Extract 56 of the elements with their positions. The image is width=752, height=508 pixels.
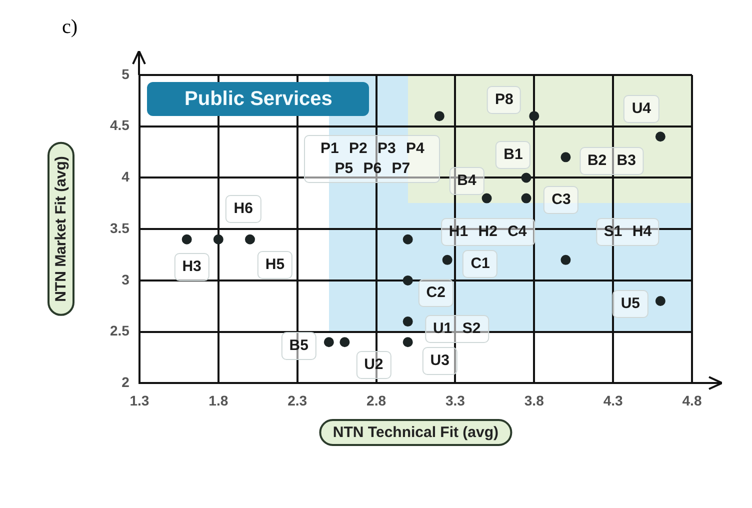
annotation: C3 bbox=[544, 186, 579, 214]
annotation: U4 bbox=[624, 94, 660, 123]
y-tick-label: 4.5 bbox=[110, 117, 130, 134]
y-tick-label: 2.5 bbox=[110, 322, 130, 339]
point bbox=[244, 234, 255, 244]
y-tick-label: 3 bbox=[122, 271, 130, 288]
annotation: C1 bbox=[462, 250, 498, 278]
point bbox=[402, 337, 413, 348]
point bbox=[482, 193, 492, 204]
annotation: U5 bbox=[612, 290, 648, 318]
annotation: C2 bbox=[418, 279, 454, 308]
point bbox=[402, 316, 413, 327]
point bbox=[324, 337, 334, 348]
annotation: S1 H4 bbox=[596, 218, 660, 246]
point bbox=[402, 275, 413, 286]
x-tick-label: 2.3 bbox=[288, 392, 308, 408]
x-tick-label: 4.8 bbox=[682, 392, 702, 408]
point bbox=[655, 132, 666, 142]
annotation: P8 bbox=[486, 86, 522, 114]
y-tick-label: 4 bbox=[122, 168, 130, 185]
point bbox=[521, 193, 532, 204]
point bbox=[529, 111, 540, 122]
point bbox=[402, 234, 413, 244]
annotation: B5 bbox=[281, 332, 316, 360]
annotation: B1 bbox=[496, 140, 531, 169]
x-tick-label: 2.8 bbox=[366, 392, 386, 408]
annotation: B2 B3 bbox=[579, 147, 644, 176]
annotation: H3 bbox=[174, 253, 210, 282]
point bbox=[182, 234, 192, 244]
point bbox=[560, 254, 571, 265]
x-tick-label: 1.8 bbox=[208, 392, 228, 408]
y-axis-title: NTN Market Fit (avg) bbox=[48, 142, 75, 316]
annotation: H1 H2 C4 bbox=[440, 218, 535, 246]
point bbox=[340, 337, 350, 348]
annotation: H6 bbox=[226, 195, 261, 224]
x-tick-label: 4.3 bbox=[603, 392, 624, 408]
x-tick-label: 1.3 bbox=[130, 392, 150, 408]
y-tick-label: 3.5 bbox=[110, 220, 130, 236]
annotation: P1 P2 P3 P4 P5 P6 P7 bbox=[304, 135, 440, 184]
annotation: U2 bbox=[356, 351, 392, 380]
annotation: U3 bbox=[422, 347, 458, 376]
point bbox=[442, 254, 452, 265]
annotation: B4 bbox=[449, 167, 484, 196]
point bbox=[560, 152, 571, 162]
x-tick-label: 3.3 bbox=[445, 392, 466, 408]
point bbox=[434, 111, 444, 122]
x-tick-label: 3.8 bbox=[524, 392, 544, 408]
point bbox=[213, 234, 224, 244]
annotation: U1 S2 bbox=[424, 314, 489, 343]
y-tick-label: 2 bbox=[122, 374, 130, 390]
annotation: H5 bbox=[257, 251, 293, 280]
x-axis-title: NTN Technical Fit (avg) bbox=[318, 419, 513, 446]
text: c) bbox=[62, 16, 78, 39]
y-tick-label: 5 bbox=[122, 66, 130, 82]
point bbox=[521, 172, 532, 183]
point bbox=[655, 296, 666, 306]
